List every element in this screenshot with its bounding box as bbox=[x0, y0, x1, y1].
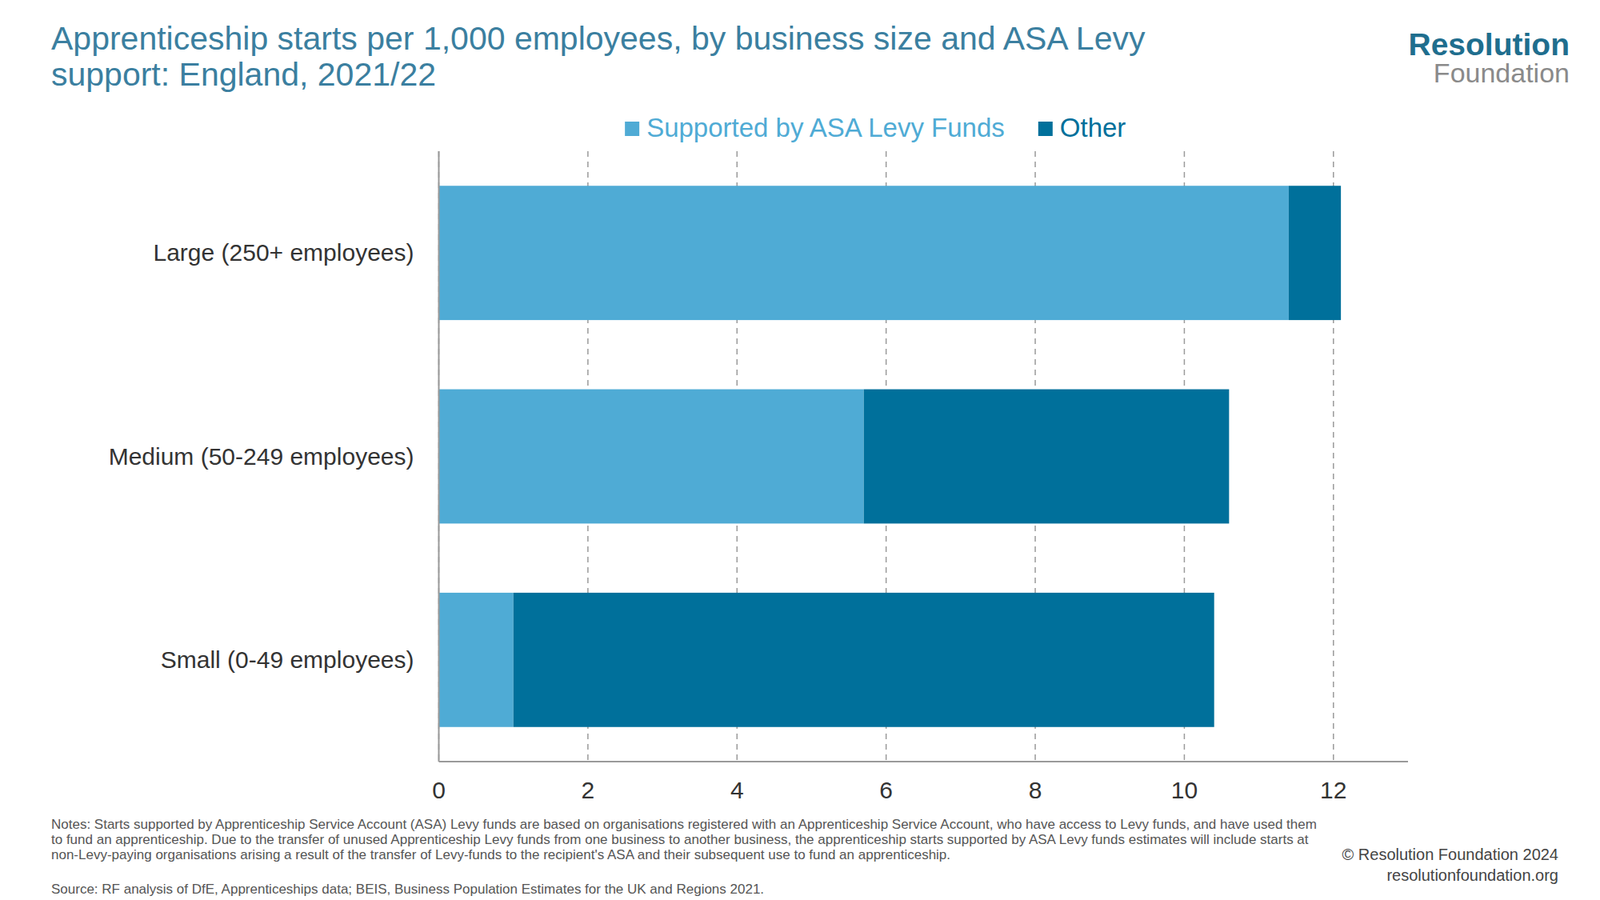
tick-label: 6 bbox=[879, 776, 893, 804]
tick-label: 8 bbox=[1028, 776, 1043, 804]
bar-segment bbox=[439, 389, 864, 524]
url: resolutionfoundation.org bbox=[1386, 866, 1559, 885]
y-axis bbox=[438, 151, 440, 762]
legend-swatch bbox=[1038, 121, 1053, 136]
legend-label: Other bbox=[1060, 112, 1127, 143]
bar-segment bbox=[439, 185, 1289, 320]
copyright: © Resolution Foundation 2024 bbox=[1342, 845, 1559, 864]
category-label: Small (0-49 employees) bbox=[160, 646, 415, 673]
tick-label: 4 bbox=[730, 776, 744, 804]
x-axis bbox=[439, 760, 1409, 763]
legend: Supported by ASA Levy Funds Other bbox=[624, 112, 1126, 143]
legend-swatch bbox=[624, 121, 640, 136]
brand-name: Resolution bbox=[1408, 27, 1571, 63]
tick-label: 0 bbox=[432, 776, 446, 804]
bar-segment bbox=[439, 592, 514, 728]
brand-name: Foundation bbox=[1433, 57, 1570, 89]
tick-label: 12 bbox=[1320, 776, 1347, 804]
bars bbox=[439, 185, 1342, 728]
chart: 0 2 4 6 8 10 12 Large (250+ employees) Medium (5… bbox=[0, 0, 1600, 900]
bar-segment bbox=[1288, 185, 1341, 320]
category-label: Medium (50-249 employees) bbox=[108, 443, 415, 470]
title: Apprenticeship starts per 1,000 employee… bbox=[51, 20, 1236, 93]
grid bbox=[439, 151, 1334, 762]
category-label: Large (250+ employees) bbox=[152, 239, 414, 266]
source: Source: RF analysis of DfE, Apprenticesh… bbox=[51, 881, 764, 898]
legend-label: Supported by ASA Levy Funds bbox=[646, 112, 1005, 143]
bar-segment bbox=[513, 592, 1215, 728]
tick-label: 2 bbox=[581, 776, 596, 804]
tick-label: 10 bbox=[1171, 776, 1198, 804]
notes: Notes: Starts supported by Apprenticeshi… bbox=[51, 816, 1320, 863]
bar-segment bbox=[864, 389, 1230, 524]
grid-line bbox=[438, 151, 440, 762]
